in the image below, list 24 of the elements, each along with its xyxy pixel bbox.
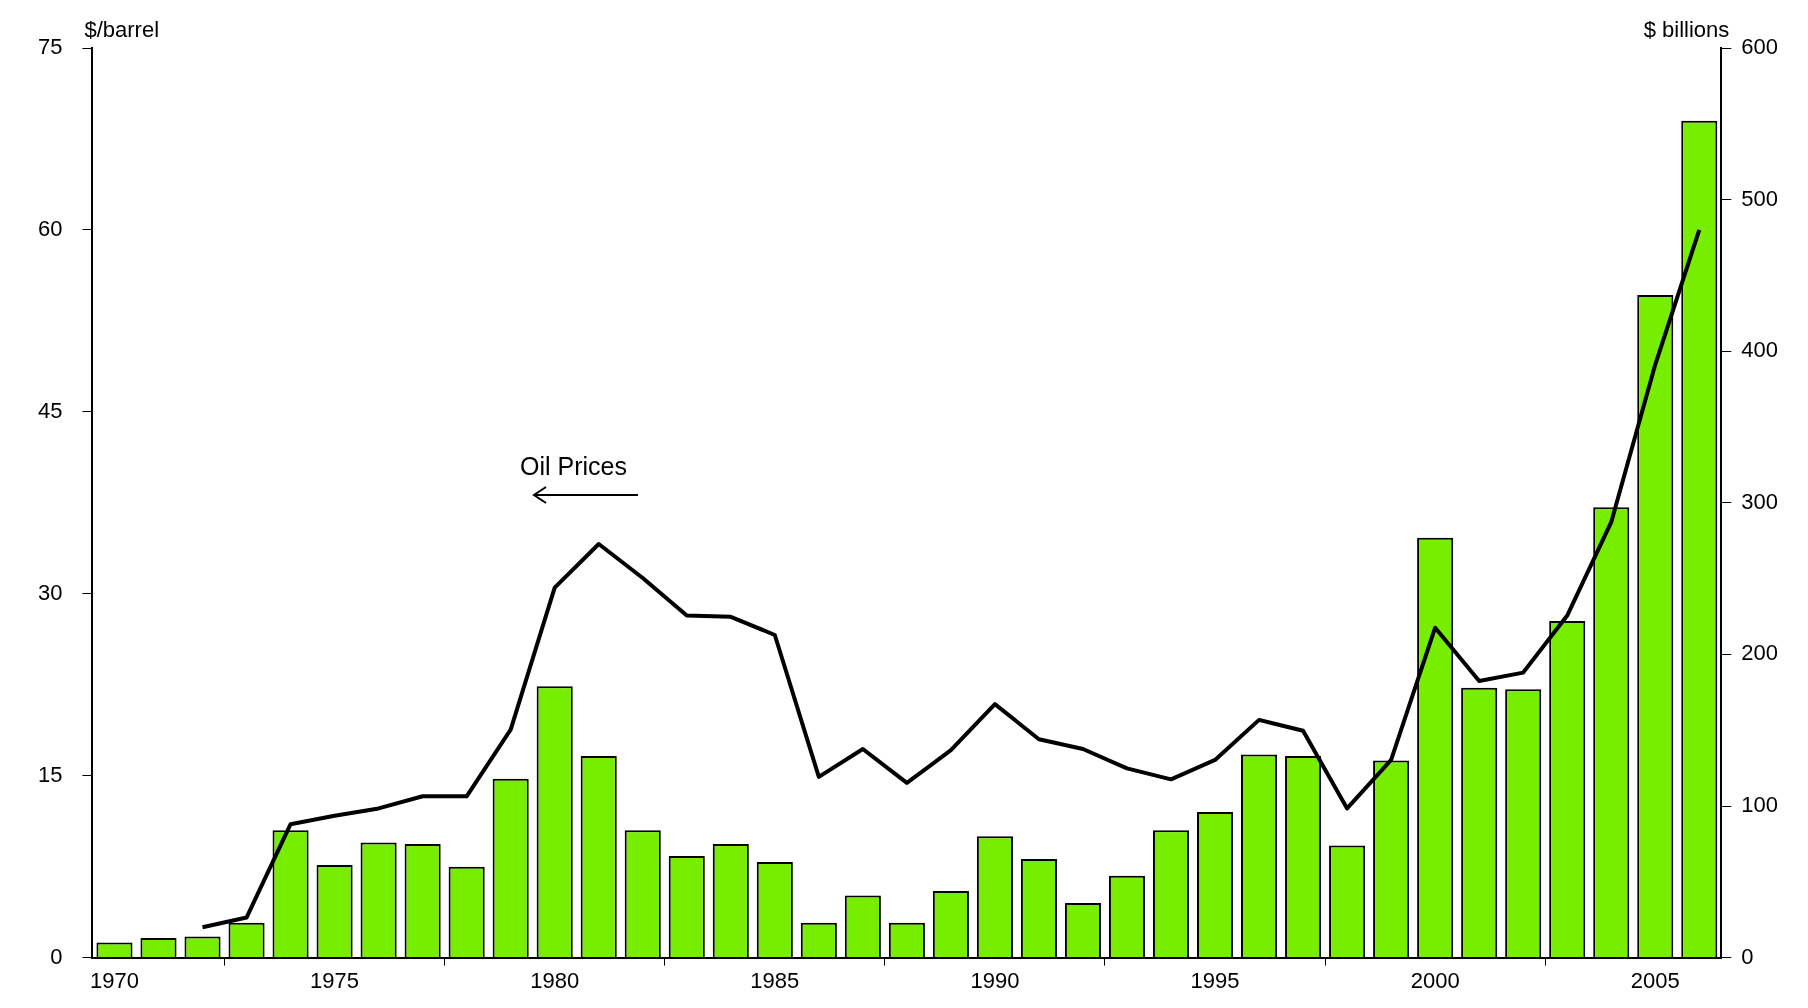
y-tick-label: 30	[37, 579, 63, 605]
y-tick-label: 45	[37, 397, 63, 423]
y2-tick-label: 500	[1741, 185, 1779, 211]
x-tick-label: 1970	[90, 967, 139, 993]
y-tick-label: 0	[50, 943, 63, 969]
x-tick-label: 2000	[1410, 967, 1460, 993]
y2-tick-label: 300	[1741, 488, 1779, 514]
x-tick-label: 1980	[530, 967, 580, 993]
x-tick-label: 1990	[970, 967, 1020, 993]
y2-tick-label: 600	[1741, 34, 1779, 60]
annotation: Oil Prices	[520, 452, 627, 481]
y-tick-label: 15	[37, 761, 63, 787]
y2-tick-label: 0	[1741, 943, 1754, 969]
x-tick-label: 1985	[750, 967, 800, 993]
y-axis-title: $/barrel	[84, 17, 160, 43]
y2-tick-label: 200	[1741, 640, 1779, 666]
x-tick-label: 1995	[1190, 967, 1240, 993]
x-tick-label: 2005	[1630, 967, 1680, 993]
y2-tick-label: 400	[1741, 337, 1779, 363]
y-tick-label: 60	[37, 215, 63, 241]
y2-axis-title: $ billions	[1643, 17, 1730, 43]
y-tick-label: 75	[37, 34, 63, 60]
y2-tick-label: 100	[1741, 792, 1779, 818]
x-tick-label: 1975	[310, 967, 360, 993]
